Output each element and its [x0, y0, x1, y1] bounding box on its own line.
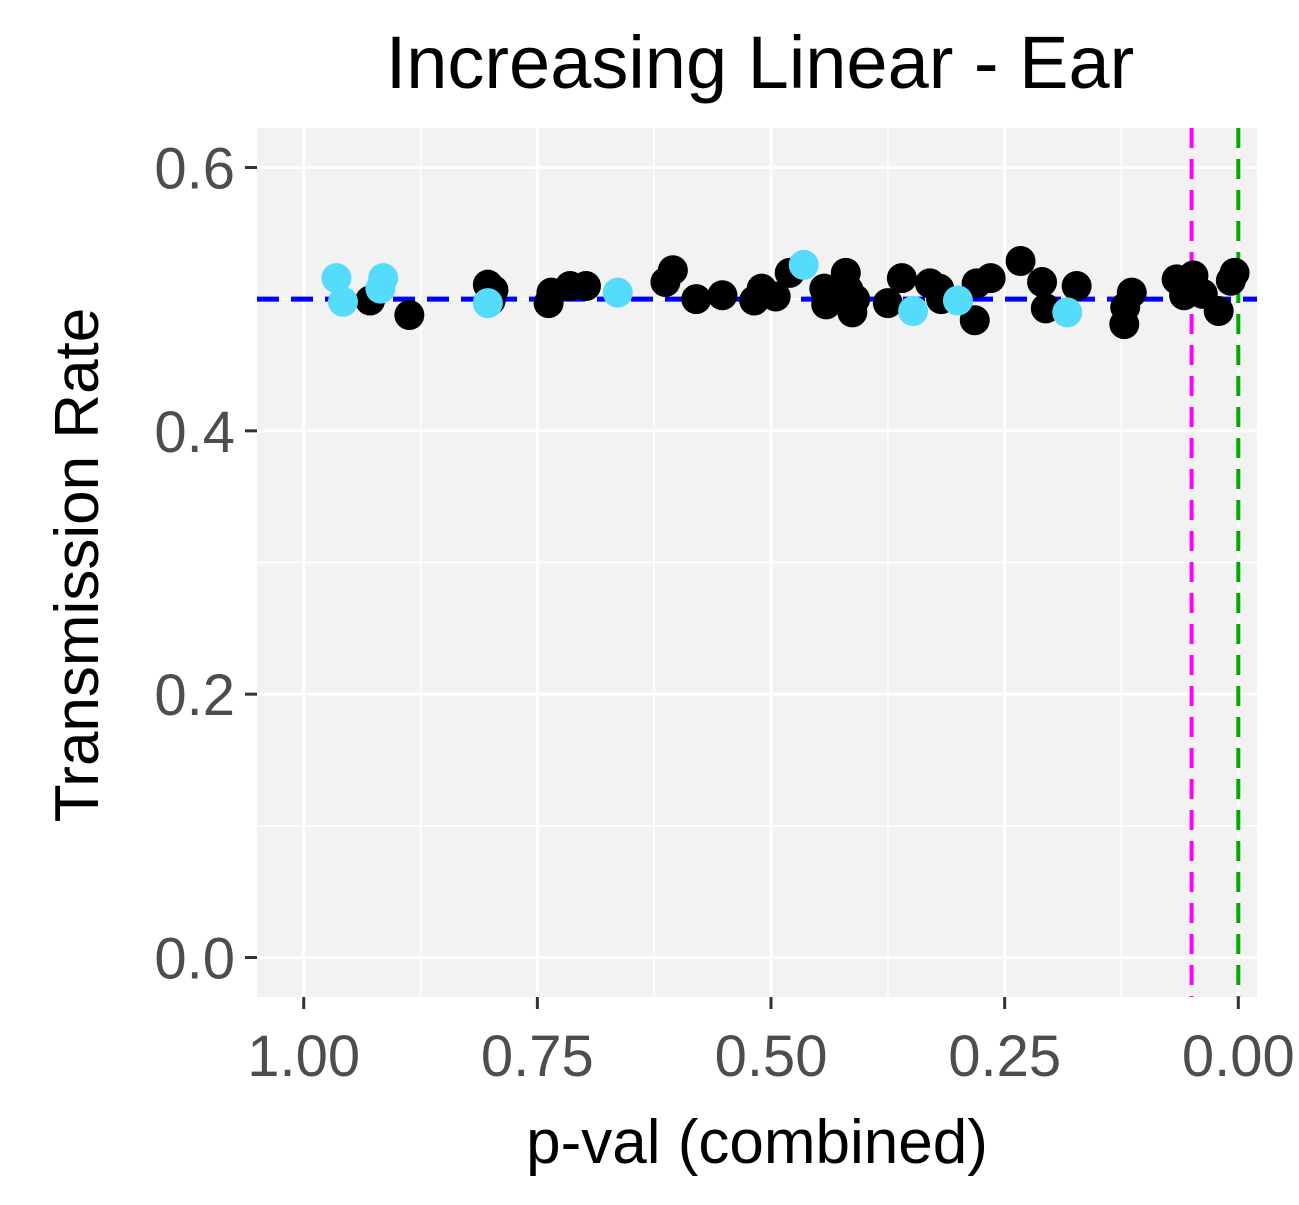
- data-point: [602, 277, 633, 308]
- data-point: [368, 263, 399, 294]
- x-tick-label: 0.50: [715, 1024, 828, 1089]
- x-tick-label: 0.75: [481, 1024, 594, 1089]
- data-point: [886, 263, 917, 294]
- data-point: [1203, 296, 1234, 327]
- data-points: [321, 245, 1250, 340]
- data-point: [681, 284, 712, 315]
- x-axis-title: p-val (combined): [526, 1108, 988, 1177]
- data-point: [898, 296, 929, 327]
- data-point: [975, 263, 1006, 294]
- data-point: [321, 263, 352, 294]
- data-point: [1061, 271, 1092, 301]
- data-point: [840, 284, 871, 315]
- data-point: [707, 280, 738, 311]
- data-point: [1027, 267, 1058, 298]
- x-tick-label: 0.25: [948, 1024, 1061, 1089]
- data-point: [327, 286, 358, 317]
- data-point: [872, 288, 903, 319]
- data-point: [1005, 245, 1036, 276]
- data-point: [959, 305, 990, 336]
- data-point: [942, 285, 973, 316]
- data-point: [472, 288, 503, 319]
- data-point: [1116, 277, 1147, 308]
- reference-lines: [257, 128, 1257, 997]
- axes: 1.00 0.75 0.50 0.25 0.00 0.0 0.2 0.4 0.6: [154, 137, 1294, 1090]
- x-tick-label: 1.00: [247, 1024, 360, 1089]
- data-point: [1219, 257, 1250, 288]
- plot-panel: [257, 128, 1257, 997]
- data-point: [788, 249, 819, 280]
- chart-title: Increasing Linear - Ear: [386, 21, 1135, 104]
- y-tick-label: 0.4: [154, 400, 235, 465]
- data-point: [657, 255, 688, 286]
- data-point: [760, 281, 791, 312]
- y-tick-label: 0.2: [154, 663, 235, 728]
- data-point: [570, 271, 601, 301]
- y-axis-title: Transmission Rate: [43, 308, 112, 823]
- y-tick-label: 0.6: [154, 137, 235, 202]
- data-point: [811, 289, 842, 320]
- data-point: [394, 299, 425, 330]
- x-tick-label: 0.00: [1182, 1024, 1295, 1089]
- data-point: [1052, 297, 1083, 328]
- y-tick-label: 0.0: [154, 927, 235, 992]
